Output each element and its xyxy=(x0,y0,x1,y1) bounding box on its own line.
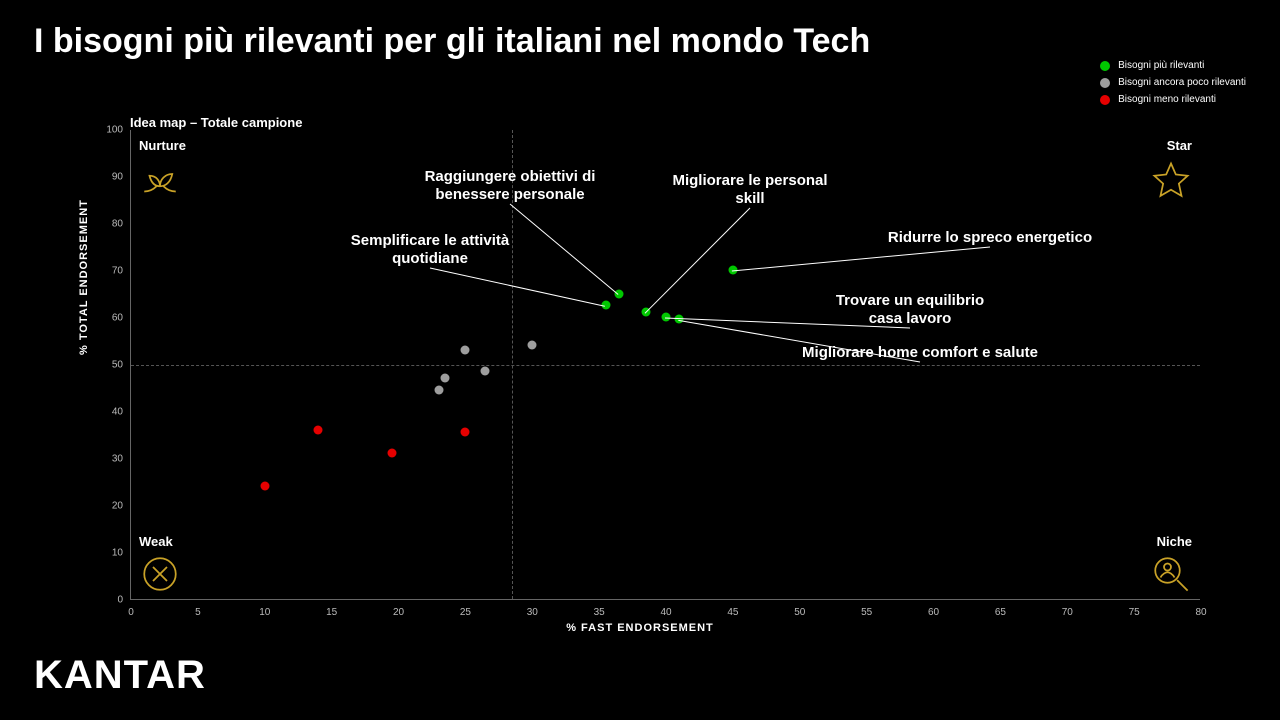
quadrant-label: Star xyxy=(1167,138,1192,153)
data-point-red xyxy=(387,449,396,458)
y-tick: 50 xyxy=(112,360,123,371)
legend-item: Bisogni più rilevanti xyxy=(1100,60,1246,71)
data-point-grey xyxy=(434,385,443,394)
legend-item: Bisogni ancora poco rilevanti xyxy=(1100,77,1246,88)
data-point-green xyxy=(615,289,624,298)
data-point-grey xyxy=(481,367,490,376)
x-tick: 15 xyxy=(326,607,337,618)
y-tick: 80 xyxy=(112,219,123,230)
y-tick: 70 xyxy=(112,266,123,277)
legend-dot-icon xyxy=(1100,95,1110,105)
data-point-green xyxy=(675,315,684,324)
data-point-green xyxy=(641,308,650,317)
x-tick: 70 xyxy=(1062,607,1073,618)
brand-logo: KANTAR xyxy=(34,653,206,698)
data-point-grey xyxy=(441,374,450,383)
legend-item: Bisogni meno rilevanti xyxy=(1100,94,1246,105)
x-tick: 60 xyxy=(928,607,939,618)
x-tick: 50 xyxy=(794,607,805,618)
plot-area: 0102030405060708090100051015202530354045… xyxy=(130,130,1200,600)
y-tick: 90 xyxy=(112,172,123,183)
x-tick: 40 xyxy=(660,607,671,618)
legend-label: Bisogni ancora poco rilevanti xyxy=(1118,77,1246,88)
annotation-label: Semplificare le attivitàquotidiane xyxy=(351,232,509,268)
x-tick: 5 xyxy=(195,607,201,618)
legend-dot-icon xyxy=(1100,61,1110,71)
y-tick: 20 xyxy=(112,501,123,512)
quadrant-icon xyxy=(1150,553,1192,595)
quadrant-icon xyxy=(139,160,181,202)
quadrant-label: Niche xyxy=(1157,534,1192,549)
data-point-green xyxy=(728,266,737,275)
chart-area: 0102030405060708090100051015202530354045… xyxy=(130,130,1200,600)
y-tick: 40 xyxy=(112,407,123,418)
x-tick: 75 xyxy=(1129,607,1140,618)
data-point-grey xyxy=(461,345,470,354)
x-tick: 35 xyxy=(594,607,605,618)
x-tick: 30 xyxy=(527,607,538,618)
page-title: I bisogni più rilevanti per gli italiani… xyxy=(34,22,870,61)
y-tick: 0 xyxy=(117,595,123,606)
data-point-grey xyxy=(528,341,537,350)
legend: Bisogni più rilevanti Bisogni ancora poco… xyxy=(1100,60,1246,111)
x-axis-label: % FAST ENDORSEMENT xyxy=(566,622,714,634)
x-tick: 65 xyxy=(995,607,1006,618)
y-tick: 10 xyxy=(112,548,123,559)
x-tick: 80 xyxy=(1195,607,1206,618)
data-point-red xyxy=(260,482,269,491)
annotation-label: Raggiungere obiettivi dibenessere person… xyxy=(425,168,596,204)
annotation-label: Ridurre lo spreco energetico xyxy=(888,229,1092,247)
data-point-red xyxy=(314,425,323,434)
x-tick: 0 xyxy=(128,607,134,618)
y-tick: 100 xyxy=(106,125,123,136)
data-point-red xyxy=(461,428,470,437)
legend-label: Bisogni più rilevanti xyxy=(1118,60,1204,71)
x-tick: 10 xyxy=(259,607,270,618)
x-tick: 55 xyxy=(861,607,872,618)
quadrant-icon xyxy=(139,553,181,595)
quadrant-label: Weak xyxy=(139,534,173,549)
x-tick: 20 xyxy=(393,607,404,618)
data-point-green xyxy=(662,313,671,322)
quadrant-icon xyxy=(1150,160,1192,202)
x-tick: 25 xyxy=(460,607,471,618)
data-point-green xyxy=(601,301,610,310)
y-tick: 30 xyxy=(112,454,123,465)
midline-horizontal xyxy=(131,365,1200,366)
quadrant-label: Nurture xyxy=(139,138,186,153)
legend-label: Bisogni meno rilevanti xyxy=(1118,94,1216,105)
chart-subtitle: Idea map – Totale campione xyxy=(130,115,302,130)
y-axis-label: % TOTAL ENDORSEMENT xyxy=(78,199,90,355)
legend-dot-icon xyxy=(1100,78,1110,88)
annotation-label: Trovare un equilibriocasa lavoro xyxy=(836,292,984,328)
annotation-label: Migliorare le personalskill xyxy=(672,172,827,208)
y-tick: 60 xyxy=(112,313,123,324)
x-tick: 45 xyxy=(727,607,738,618)
annotation-label: Migliorare home comfort e salute xyxy=(802,344,1038,362)
